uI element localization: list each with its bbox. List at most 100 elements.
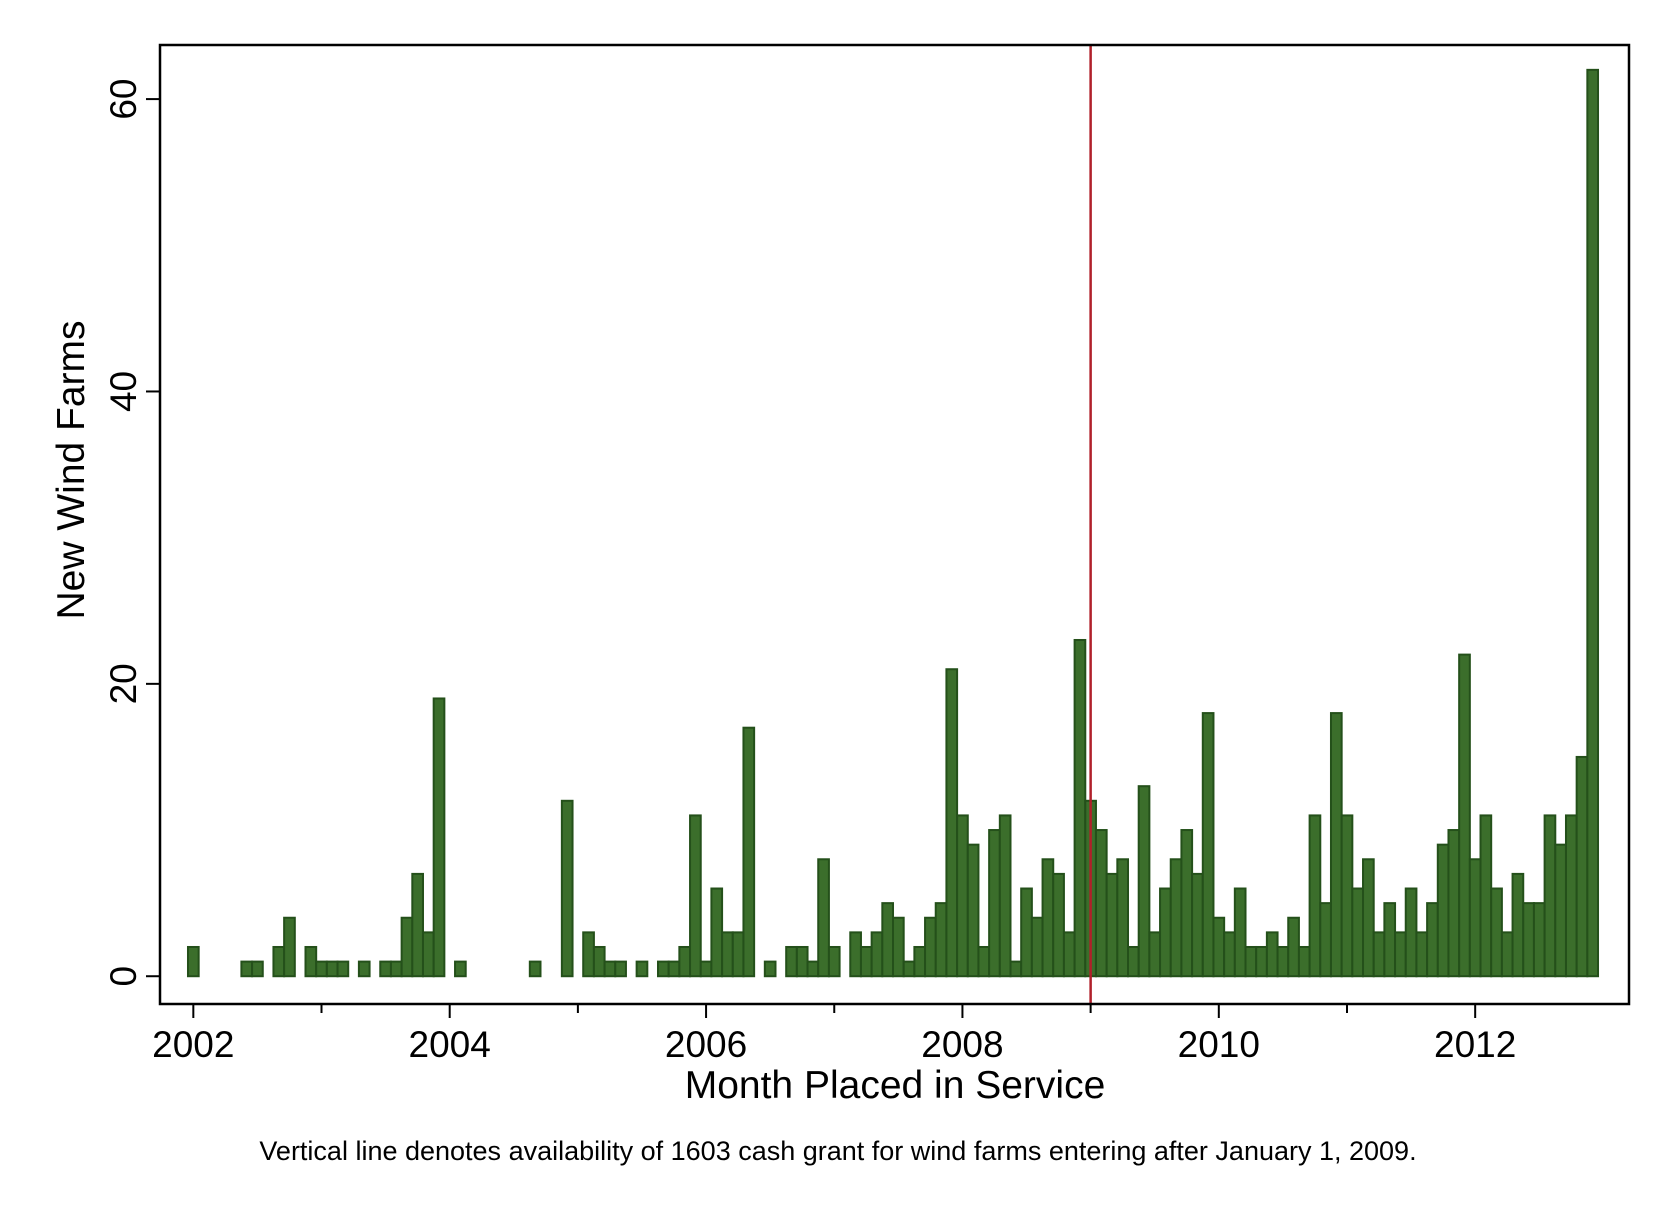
bar [657,960,670,978]
x-tick-label: 2002 [152,1024,234,1065]
bar [1351,887,1365,978]
bar [1490,887,1503,978]
bar [763,960,777,978]
bar [1586,68,1600,978]
bar [1383,902,1397,978]
bar [667,960,681,978]
bar [870,931,884,978]
bar [721,931,734,978]
x-tick-label: 2004 [409,1024,491,1065]
bar [240,960,254,978]
bar [336,960,350,978]
bar [251,960,264,978]
bar [1468,858,1482,978]
bar [827,945,841,978]
bar [1308,814,1322,978]
y-tick-label: 20 [103,663,144,704]
bar [1105,872,1119,978]
bar [1244,945,1258,978]
bar [892,916,905,978]
bar [934,902,948,978]
bar [1020,887,1033,978]
bar [1201,712,1215,978]
bar [1458,653,1471,978]
bar [945,668,959,978]
bar [1180,829,1194,978]
bar [1116,858,1130,978]
bar [1265,931,1279,978]
bar [1426,902,1439,978]
bar [817,858,830,978]
bar [1127,945,1140,978]
bar [304,945,318,978]
bar [1062,931,1076,978]
bar [1159,887,1172,978]
y-axis-label: New Wind Farms [50,320,93,619]
bar [699,960,713,978]
y-tick-label: 0 [103,966,144,987]
bar [1030,916,1044,978]
bar [315,960,328,978]
bar [1329,712,1343,978]
bar [603,960,617,978]
bar [966,843,980,978]
bar [1436,843,1450,978]
bar [1233,887,1247,978]
bar [432,697,446,978]
bar [998,814,1012,978]
bar [283,916,296,978]
bar [1319,902,1332,978]
bar [785,945,798,978]
bar [689,814,702,978]
bar [1532,902,1546,978]
bar [411,872,424,978]
bar [1415,931,1429,978]
bar [1479,814,1493,978]
bar [1297,945,1311,978]
bar [186,945,200,978]
bar [1404,887,1418,978]
bar [710,887,724,978]
bar [614,960,627,978]
x-tick-label: 2010 [1178,1024,1260,1065]
bar [1073,638,1087,978]
bar [1148,931,1162,978]
bar [956,814,969,978]
bar [1212,916,1226,978]
bar [1511,872,1525,978]
bar [1447,829,1461,978]
bar [1394,931,1407,978]
bar [454,960,467,978]
bar [1052,872,1065,978]
bar [1575,755,1589,978]
x-tick-label: 2012 [1434,1024,1516,1065]
bar [849,931,862,978]
bar [731,931,745,978]
bar [1564,814,1578,978]
bar [1191,872,1204,978]
bar [325,960,339,978]
plot-frame [158,43,1631,1006]
bar [795,945,809,978]
bar [592,945,606,978]
bar [1223,931,1236,978]
bar [1340,814,1354,978]
bar [1041,858,1055,978]
bar [1255,945,1268,978]
bar [389,960,403,978]
bar [1094,829,1108,978]
bar [379,960,392,978]
bar [742,726,756,978]
bar [560,799,574,978]
bar [1287,916,1300,978]
x-tick-label: 2008 [921,1024,1003,1065]
bar [1137,785,1151,978]
bar [924,916,937,978]
bar [400,916,414,978]
bar [272,945,286,978]
bar [1554,843,1567,978]
bar [1522,902,1535,978]
bar [1169,858,1183,978]
